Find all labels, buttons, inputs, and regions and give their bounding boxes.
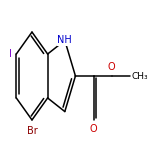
Text: I: I [9, 49, 11, 59]
Text: Br: Br [27, 126, 37, 136]
Text: NH: NH [57, 35, 72, 45]
Text: O: O [90, 124, 97, 134]
Text: CH₃: CH₃ [132, 71, 148, 81]
Text: O: O [108, 62, 115, 72]
